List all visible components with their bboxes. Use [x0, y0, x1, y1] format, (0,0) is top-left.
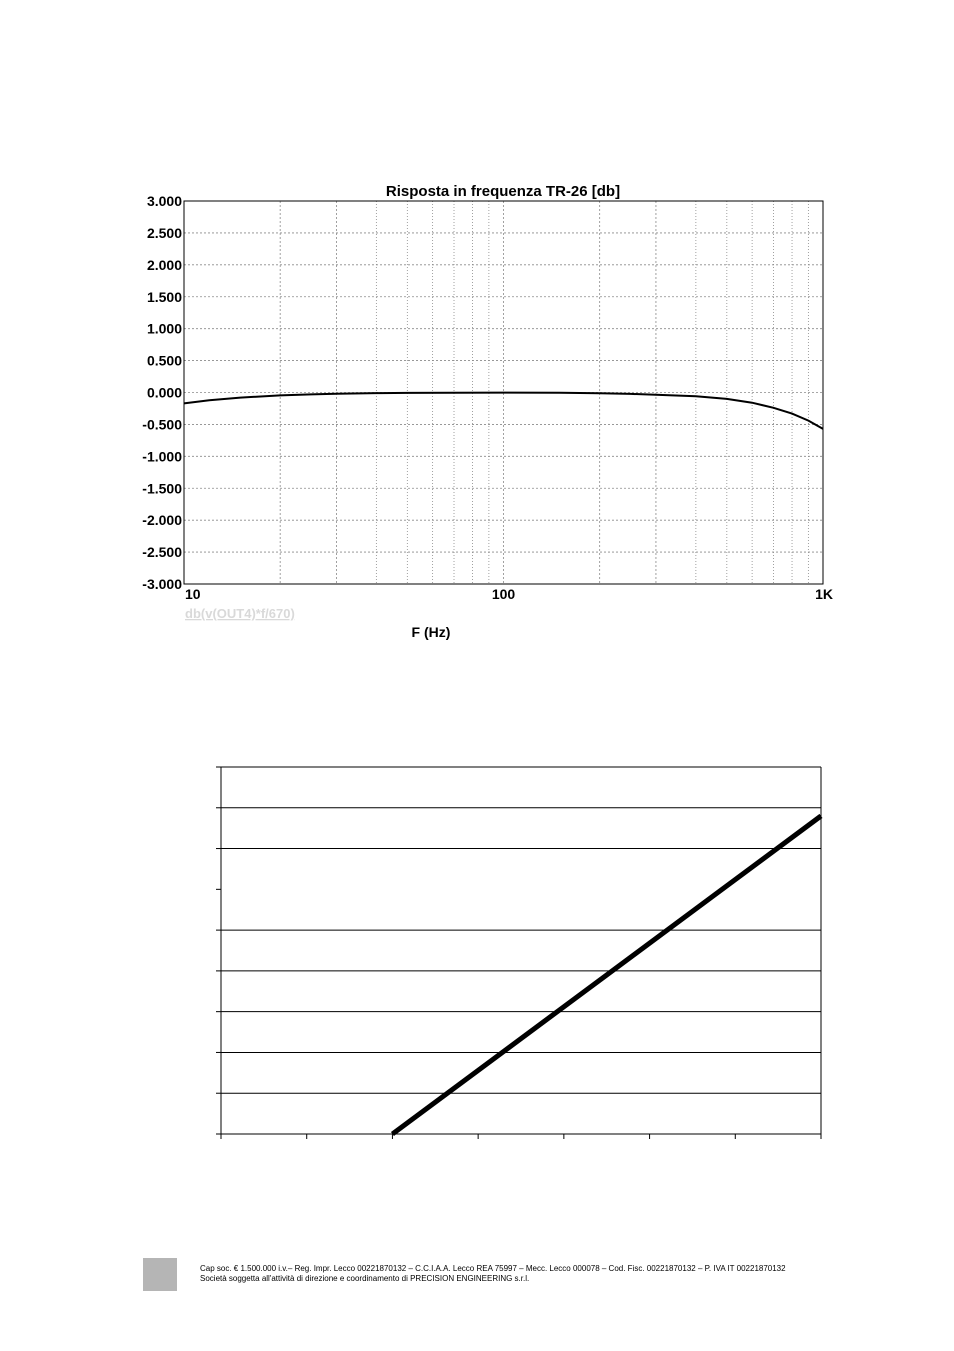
chart1-y-tick-label: 2.000 — [147, 257, 182, 273]
chart1-y-tick-label: -2.000 — [142, 512, 182, 528]
chart1-y-tick-label: 0.500 — [147, 353, 182, 369]
chart1-y-tick-label: 1.000 — [147, 321, 182, 337]
frequency-response-chart: 3.000 2.500 2.000 1.500 1.000 0.500 0.000 -0.50… — [142, 183, 833, 640]
linear-chart — [216, 766, 823, 1139]
chart1-x-tick-label: 100 — [492, 586, 516, 602]
chart1-y-tick-label: -2.500 — [142, 544, 182, 560]
chart1-y-tick-label: 1.500 — [147, 289, 182, 305]
chart1-x-tick-label: 1K — [815, 586, 833, 602]
footer-line-2: Società soggetta all'attività di direzio… — [200, 1274, 530, 1283]
footer-line-1: Cap soc. € 1.500.000 i.v.– Reg. Impr. Le… — [200, 1264, 786, 1273]
chart1-y-tick-label: -0.500 — [142, 416, 182, 432]
chart1-series-expression: db(v(OUT4)*f/670) — [185, 606, 295, 621]
chart1-x-tick-label: 10 — [185, 586, 201, 602]
chart1-y-tick-label: 3.000 — [147, 193, 182, 209]
chart1-y-tick-label: -1.500 — [142, 480, 182, 496]
chart1-title: Risposta in frequenza TR-26 [db] — [386, 183, 620, 200]
chart1-y-tick-label: -1.000 — [142, 448, 182, 464]
footer: Cap soc. € 1.500.000 i.v.– Reg. Impr. Le… — [200, 1264, 786, 1284]
chart2-axes — [216, 766, 822, 1139]
chart1-y-ticks: 3.000 2.500 2.000 1.500 1.000 0.500 0.000 -0.50… — [142, 193, 182, 592]
chart1-plot-border — [183, 200, 824, 585]
chart2-gridlines — [221, 766, 822, 1134]
chart1-y-tick-label: 0.000 — [147, 385, 182, 401]
chart1-y-tick-label: 2.500 — [147, 225, 182, 241]
chart1-y-tick-label: -3.000 — [142, 576, 182, 592]
chart1-x-axis-label: F (Hz) — [412, 624, 451, 640]
chart1-grid — [184, 201, 823, 584]
chart1-x-ticks: 10 100 1K — [185, 586, 833, 602]
company-logo — [143, 1258, 177, 1291]
chart2-series-line — [390, 813, 823, 1137]
chart1-series-line — [183, 391, 824, 430]
